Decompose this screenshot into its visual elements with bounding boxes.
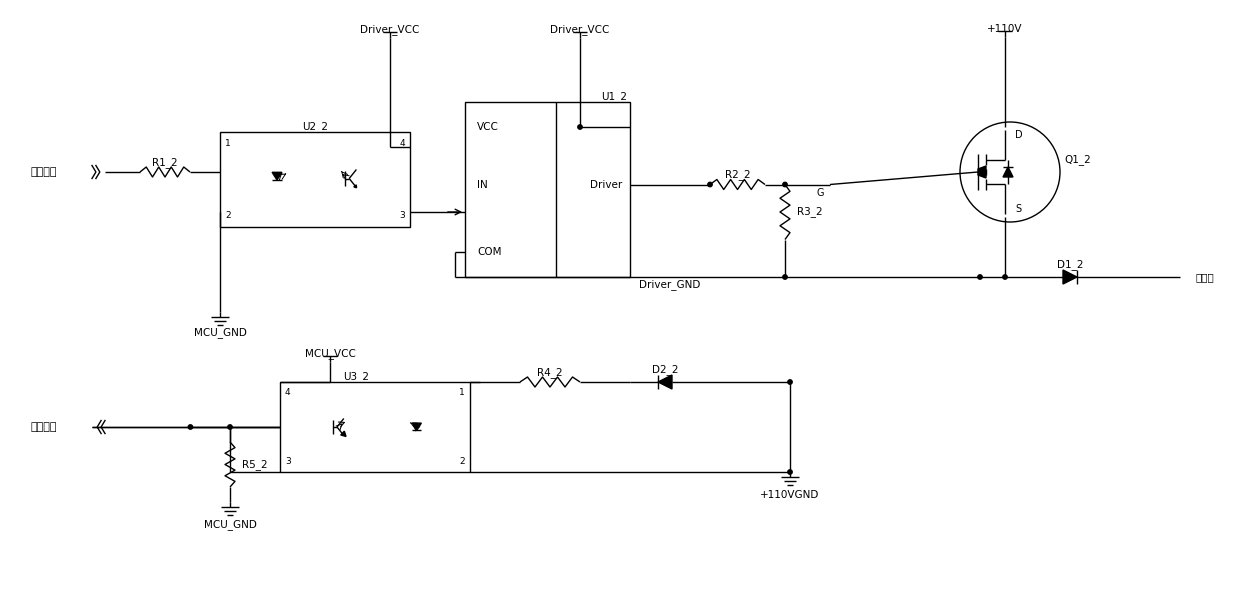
Text: 2: 2 bbox=[459, 457, 465, 466]
Text: MCU_GND: MCU_GND bbox=[193, 327, 247, 338]
Text: Driver_VCC: Driver_VCC bbox=[551, 24, 610, 35]
Text: 输出端: 输出端 bbox=[1195, 272, 1214, 282]
Circle shape bbox=[978, 275, 982, 279]
Circle shape bbox=[708, 182, 712, 187]
Text: U2_2: U2_2 bbox=[303, 121, 329, 132]
Text: 4: 4 bbox=[399, 139, 405, 148]
Text: G: G bbox=[816, 188, 823, 197]
Polygon shape bbox=[353, 185, 357, 188]
Text: 反馈信号: 反馈信号 bbox=[30, 167, 57, 177]
Circle shape bbox=[782, 182, 787, 187]
Text: COM: COM bbox=[477, 247, 501, 257]
Bar bbox=[219, 132, 410, 227]
Text: 驱动信号: 驱动信号 bbox=[30, 422, 57, 432]
Text: U1_2: U1_2 bbox=[601, 92, 627, 103]
Text: D1_2: D1_2 bbox=[1056, 260, 1084, 271]
Text: R5_2: R5_2 bbox=[242, 459, 268, 470]
Text: R1_2: R1_2 bbox=[153, 158, 177, 169]
Circle shape bbox=[782, 275, 787, 279]
Circle shape bbox=[188, 425, 192, 429]
Bar bbox=[280, 382, 470, 472]
Text: MCU_GND: MCU_GND bbox=[203, 519, 257, 530]
Polygon shape bbox=[658, 375, 672, 389]
Text: 4: 4 bbox=[285, 388, 290, 397]
Text: VCC: VCC bbox=[477, 122, 498, 132]
Circle shape bbox=[787, 470, 792, 474]
Text: MCU_VCC: MCU_VCC bbox=[305, 348, 356, 359]
Text: 2: 2 bbox=[224, 211, 231, 220]
Text: +110V: +110V bbox=[987, 24, 1023, 34]
Text: R3_2: R3_2 bbox=[797, 206, 822, 217]
Text: +110VGND: +110VGND bbox=[760, 490, 820, 500]
Polygon shape bbox=[1063, 270, 1078, 284]
Text: IN: IN bbox=[477, 180, 487, 189]
Text: Driver_GND: Driver_GND bbox=[640, 280, 701, 291]
Bar bbox=[465, 102, 630, 277]
Text: R2_2: R2_2 bbox=[724, 169, 750, 180]
Polygon shape bbox=[978, 166, 986, 178]
Circle shape bbox=[787, 380, 792, 384]
Text: Driver: Driver bbox=[590, 180, 622, 189]
Polygon shape bbox=[272, 172, 281, 180]
Text: Driver_VCC: Driver_VCC bbox=[361, 24, 419, 35]
Text: S: S bbox=[1016, 204, 1021, 214]
Text: 1: 1 bbox=[459, 388, 465, 397]
Text: D2_2: D2_2 bbox=[652, 365, 678, 376]
Text: 3: 3 bbox=[285, 457, 290, 466]
Text: D: D bbox=[1016, 130, 1023, 140]
Circle shape bbox=[578, 125, 583, 129]
Text: U3_2: U3_2 bbox=[343, 371, 370, 382]
Text: 1: 1 bbox=[224, 139, 231, 148]
Polygon shape bbox=[412, 423, 422, 430]
Text: R4_2: R4_2 bbox=[537, 368, 563, 378]
Polygon shape bbox=[341, 431, 346, 436]
Circle shape bbox=[1003, 275, 1007, 279]
Text: 3: 3 bbox=[399, 211, 405, 220]
Circle shape bbox=[228, 425, 232, 429]
Text: Q1_2: Q1_2 bbox=[1064, 155, 1091, 166]
Polygon shape bbox=[1003, 167, 1013, 177]
